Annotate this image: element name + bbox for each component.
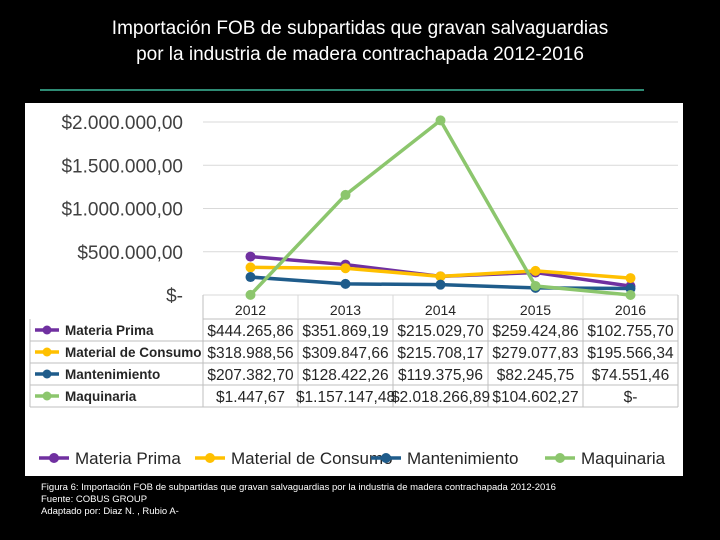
table-data-value: $104.602,27 [492, 389, 578, 406]
table-data-value: $215.029,70 [397, 323, 484, 340]
table-data-value: $119.375,96 [398, 367, 483, 384]
y-tick-label: $1.500.000,00 [61, 156, 183, 177]
y-tick-label: $500.000,00 [77, 243, 183, 264]
caption-figure-line: Figura 6: Importación FOB de subpartidas… [41, 482, 556, 493]
data-point-marker [245, 251, 256, 262]
y-tick-label: $2.000.000,00 [61, 113, 183, 134]
legend-label: Maquinaria [581, 449, 666, 468]
caption-adapted-line: Adaptado por: Diaz N. , Rubio A- [41, 506, 179, 517]
table-data-value: $279.077,83 [492, 345, 578, 362]
data-point-marker [530, 265, 541, 276]
title-divider [40, 89, 644, 91]
data-point-marker [245, 289, 256, 300]
data-point-marker [245, 272, 256, 283]
line-chart-with-data-table: $2.000.000,00 $1.500.000,00 $1.000.000,00 $… [29, 113, 679, 468]
legend-key-marker [555, 453, 565, 463]
table-data-value: $309.847,66 [302, 345, 388, 362]
legend-label: Material de Consumo [231, 449, 393, 468]
table-data-value: $195.566,34 [587, 345, 674, 362]
data-point-marker [340, 189, 351, 200]
y-tick-label: $1.000.000,00 [61, 200, 183, 221]
data-point-marker [530, 280, 541, 291]
table-series-name: Mantenimiento [65, 367, 160, 382]
x-tick-label: 2013 [330, 302, 361, 318]
table-data-value: $1.447,67 [216, 389, 285, 406]
table-data-value: $444.265,86 [207, 323, 293, 340]
data-point-marker [435, 271, 446, 282]
legend-key-marker [205, 453, 215, 463]
table-data-value: $318.988,56 [207, 345, 293, 362]
table-data-value: $1.157.147,48 [296, 389, 395, 406]
x-tick-label: 2015 [520, 302, 551, 318]
legend-key-marker [381, 453, 391, 463]
chart-panel: $2.000.000,00 $1.500.000,00 $1.000.000,00 $… [25, 103, 683, 476]
x-tick-label: 2012 [235, 302, 266, 318]
table-data-value: $2.018.266,89 [391, 389, 490, 406]
x-tick-label: 2014 [425, 302, 456, 318]
slide-title: Importación FOB de subpartidas que grava… [20, 16, 700, 68]
legend-key-marker [49, 453, 59, 463]
table-data-value: $351.869,19 [302, 323, 388, 340]
table-legend-key-marker [42, 325, 52, 335]
table-legend-key-marker [42, 369, 52, 379]
table-data-value: $102.755,70 [587, 323, 674, 340]
data-point-marker [625, 290, 636, 300]
table-legend-key-marker [42, 347, 52, 357]
y-tick-label: $- [166, 286, 183, 307]
table-data-value: $74.551,46 [592, 367, 670, 384]
table-data-value: $215.708,17 [397, 345, 483, 362]
table-data-value: $207.382,70 [207, 367, 294, 384]
data-point-marker [340, 263, 351, 274]
x-tick-label: 2016 [615, 302, 646, 318]
slide-title-line1: Importación FOB de subpartidas que grava… [111, 18, 609, 39]
legend-label: Mantenimiento [407, 449, 519, 468]
table-series-name: Materia Prima [65, 323, 154, 338]
data-point-marker [625, 273, 636, 284]
table-series-name: Maquinaria [65, 389, 137, 404]
table-data-value: $- [624, 389, 638, 406]
data-point-marker [245, 262, 256, 273]
slide-title-line2: por la industria de madera contrachapada… [136, 44, 584, 65]
data-point-marker [435, 279, 446, 290]
figure-caption: Figura 6: Importación FOB de subpartidas… [41, 482, 556, 518]
table-data-value: $259.424,86 [492, 323, 578, 340]
table-data-value: $128.422,26 [302, 367, 388, 384]
legend-label: Materia Prima [75, 449, 181, 468]
caption-source-line: Fuente: COBUS GROUP [41, 494, 148, 505]
table-legend-key-marker [42, 391, 52, 401]
data-point-marker [340, 278, 351, 289]
data-point-marker [435, 115, 446, 126]
table-series-name: Material de Consumo [65, 345, 202, 360]
table-data-value: $82.245,75 [497, 367, 575, 384]
